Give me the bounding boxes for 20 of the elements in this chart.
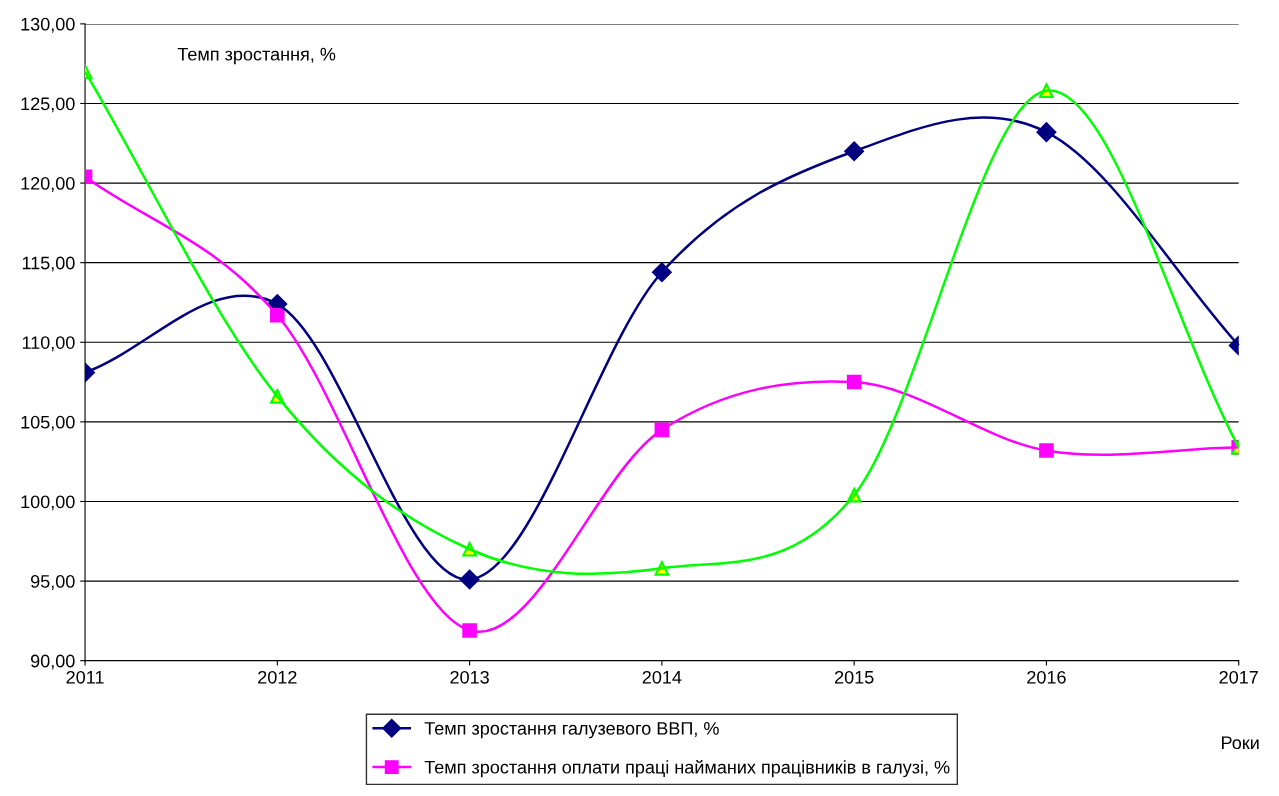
y-axis-title: Темп зростання, % [177,47,336,65]
legend-label: Темп зростання галузевого ВВП, % [424,722,719,739]
x-axis-title: Роки [1222,736,1259,750]
y-tick-label: 130,00 [21,17,75,33]
legend-label: Темп зростання оплати праці найманих працівників в галузі, % [424,760,950,778]
x-tick-label: 2013 [450,670,489,684]
y-tick-label: 100,00 [21,495,75,511]
y-tick-label: 120,00 [21,177,75,192]
x-tick-label: 2015 [834,670,874,684]
x-tick-label: 2016 [1027,670,1066,684]
y-tick-label: 110,00 [22,336,75,352]
y-tick-label: 115,00 [22,256,75,272]
y-tick-label: 105,00 [21,415,75,431]
x-tick-label: 2014 [642,670,682,684]
y-tick-label: 90,00 [31,654,75,670]
y-tick-label: 125,00 [21,97,75,113]
x-tick-label: 2012 [258,670,297,684]
x-tick-label: 2017 [1219,670,1258,684]
x-tick-label: 2011 [66,670,104,684]
y-tick-label: 95,00 [31,575,75,590]
